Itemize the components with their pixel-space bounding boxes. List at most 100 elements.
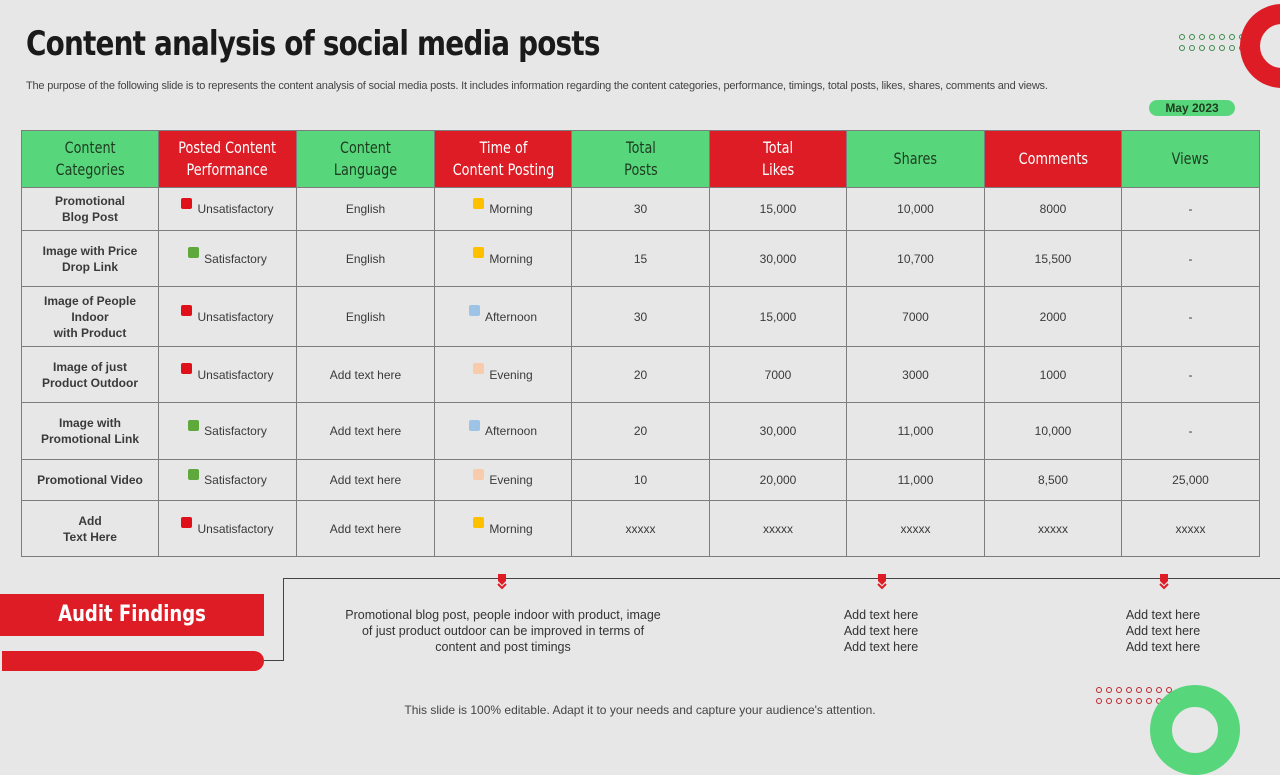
column-header-label: Shares [893,149,938,168]
performance-cell-label: Unsatisfactory [197,367,274,382]
views-cell: - [1121,230,1260,287]
total-posts-cell: 20 [571,402,710,460]
column-header-label: Posted Content Performance [178,138,277,179]
posting-time-cell-label: Evening [489,367,533,382]
pin-marker-icon [497,574,507,590]
comments-cell: 15,500 [984,230,1122,287]
table-row: Image with Price Drop Link Satisfactory En… [21,230,1260,287]
performance-cell-label: Satisfactory [204,473,267,488]
status-marker-icon [473,517,485,529]
table-header-row: Content Categories Posted Content Perform… [21,130,1260,188]
views-cell: 25,000 [1121,459,1260,501]
performance-cell-label: Unsatisfactory [197,202,274,217]
status-marker-icon [468,419,480,431]
status-marker-icon [473,363,485,375]
shares-cell: 11,000 [846,459,985,501]
total-posts-cell: 15 [571,230,710,287]
audit-finding-3: Add text here Add text here Add text her… [1125,608,1201,654]
column-header-label: Views [1171,149,1210,168]
column-header: Views [1121,130,1260,188]
category-cell: Image with Promotional Link [21,402,159,460]
total-likes-cell: 30,000 [709,402,847,460]
status-marker-icon [473,247,485,259]
footer-note: This slide is 100% editable. Adapt it to… [404,703,876,717]
comments-cell: 8,500 [984,459,1122,501]
posting-time-cell: Afternoon [434,286,572,347]
column-header-label: Total Likes [761,138,795,179]
column-header-label: Content Language [333,138,398,179]
language-cell: Add text here [296,459,435,501]
category-cell: Promotional Blog Post [21,187,159,231]
comments-cell: xxxxx [984,500,1122,557]
performance-cell: Unsatisfactory [158,500,297,557]
status-marker-icon [181,305,193,317]
total-posts-cell: 30 [571,286,710,347]
performance-cell: Unsatisfactory [158,346,297,403]
total-posts-cell: 10 [571,459,710,501]
column-header-label: Time of Content Posting [452,138,554,179]
status-marker-icon [181,363,193,375]
content-analysis-table: Content Categories Posted Content Perform… [21,130,1260,557]
category-cell: Image with Price Drop Link [21,230,159,287]
pin-marker-icon [877,574,887,590]
pin-marker-icon [1159,574,1169,590]
audit-connector-stub [264,660,284,661]
views-cell: - [1121,402,1260,460]
performance-cell: Satisfactory [158,459,297,501]
language-cell: English [296,230,435,287]
language-cell: Add text here [296,402,435,460]
posting-time-cell-label: Afternoon [484,424,538,439]
audit-findings-label: Audit Findings [58,602,206,627]
category-cell: Image of just Product Outdoor [21,346,159,403]
audit-findings-banner [0,594,264,636]
total-posts-cell: 30 [571,187,710,231]
status-marker-icon [181,197,193,209]
table-row: Image with Promotional Link Satisfactory A… [21,402,1260,460]
shares-cell: 11,000 [846,402,985,460]
total-likes-cell: 20,000 [709,459,847,501]
posting-time-cell-label: Evening [489,473,533,488]
table-row: Add Text Here Unsatisfactory Add text here… [21,500,1260,557]
performance-cell: Satisfactory [158,402,297,460]
page-subtitle: The purpose of the following slide is to… [26,80,1048,92]
views-cell: - [1121,346,1260,403]
audit-finding-1: Promotional blog post, people indoor wit… [345,608,661,654]
posting-time-cell: Evening [434,459,572,501]
posting-time-cell-label: Afternoon [484,309,538,324]
language-cell: English [296,286,435,347]
column-header: Posted Content Performance [158,130,297,188]
status-marker-icon [188,468,200,480]
page-title: Content analysis of social media posts [26,24,600,64]
performance-cell-label: Satisfactory [204,251,267,266]
category-cell: Add Text Here [21,500,159,557]
column-header: Content Categories [21,130,159,188]
table-row: Promotional Video Satisfactory Add text he… [21,459,1260,501]
posting-time-cell: Evening [434,346,572,403]
performance-cell: Unsatisfactory [158,286,297,347]
views-cell: xxxxx [1121,500,1260,557]
column-header-label: Comments [1018,149,1088,168]
decorative-ring-red [1240,4,1280,88]
posting-time-cell: Morning [434,187,572,231]
status-marker-icon [468,305,480,317]
status-marker-icon [188,419,200,431]
category-cell: Promotional Video [21,459,159,501]
posting-time-cell-label: Morning [489,202,533,217]
table-row: Promotional Blog Post Unsatisfactory Engli… [21,187,1260,231]
date-badge: May 2023 [1149,100,1235,116]
column-header: Content Language [296,130,435,188]
table-row: Image of People Indoor with Product Unsat… [21,286,1260,347]
status-marker-icon [473,468,485,480]
posting-time-cell: Morning [434,230,572,287]
table-row: Image of just Product Outdoor Unsatisfact… [21,346,1260,403]
column-header: Shares [846,130,985,188]
shares-cell: 10,000 [846,187,985,231]
column-header-label: Total Posts [623,138,658,179]
total-likes-cell: 15,000 [709,187,847,231]
column-header: Comments [984,130,1122,188]
performance-cell-label: Unsatisfactory [197,309,274,324]
shares-cell: 3000 [846,346,985,403]
audit-decorative-pill [2,651,264,671]
performance-cell-label: Satisfactory [204,424,267,439]
comments-cell: 10,000 [984,402,1122,460]
